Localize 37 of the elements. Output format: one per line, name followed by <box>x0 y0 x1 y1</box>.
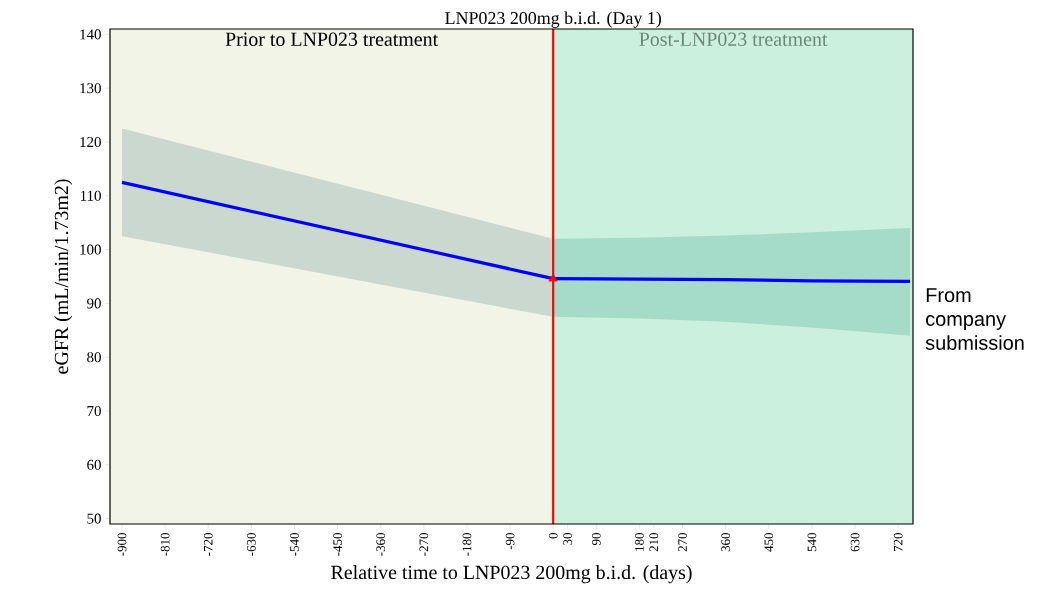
y-tick-label: 60 <box>87 459 101 470</box>
x-tick-label: -90 <box>505 533 515 550</box>
x-tick-label: 180 <box>635 533 644 551</box>
x-tick-label: -450 <box>333 533 342 556</box>
y-tick-label: 130 <box>80 83 101 94</box>
x-tick-label: -270 <box>419 533 429 556</box>
ref-line-label: LNP023 200mg b.i.d. (Day 1) <box>445 11 661 28</box>
x-tick-label: -360 <box>376 533 386 556</box>
x-tick-label: -630 <box>246 533 256 556</box>
band-label: Prior to LNP023 treatment <box>225 32 439 46</box>
y-tick-label: 110 <box>80 190 101 201</box>
x-tick-label: -540 <box>290 533 299 556</box>
x-tick-label: 0 <box>548 533 558 539</box>
x-tick-label: 540 <box>807 533 817 552</box>
x-tick-label: -720 <box>203 533 213 556</box>
y-tick-label: 70 <box>87 405 101 417</box>
y-tick-label: 120 <box>80 136 101 148</box>
x-tick-label: -180 <box>462 533 472 556</box>
y-tick-label: 90 <box>87 298 101 309</box>
y-tick-label: 100 <box>80 244 101 255</box>
y-tick-label: 50 <box>87 513 101 524</box>
y-tick-label: 140 <box>80 29 101 40</box>
x-tick-label: 90 <box>591 533 601 546</box>
x-tick-label: 30 <box>563 533 572 545</box>
y-tick-label: 80 <box>87 352 101 363</box>
y-axis-title: eGFR (mL/min/1.73m2) <box>54 179 73 374</box>
x-tick-label: 450 <box>764 533 774 552</box>
x-tick-label: 270 <box>678 533 687 552</box>
x-tick-label: 720 <box>893 533 903 552</box>
x-tick-label: 360 <box>721 533 731 552</box>
x-tick-label: 210 <box>649 533 659 552</box>
x-axis-title: Relative time to LNP023 200mg b.i.d. (days) <box>331 565 692 584</box>
band-label: Post-LNP023 treatment <box>639 32 828 46</box>
x-tick-label: -810 <box>160 533 170 556</box>
x-tick-label: 630 <box>850 533 860 552</box>
text: From company submission <box>925 288 1024 350</box>
x-tick-label: -900 <box>117 533 127 556</box>
